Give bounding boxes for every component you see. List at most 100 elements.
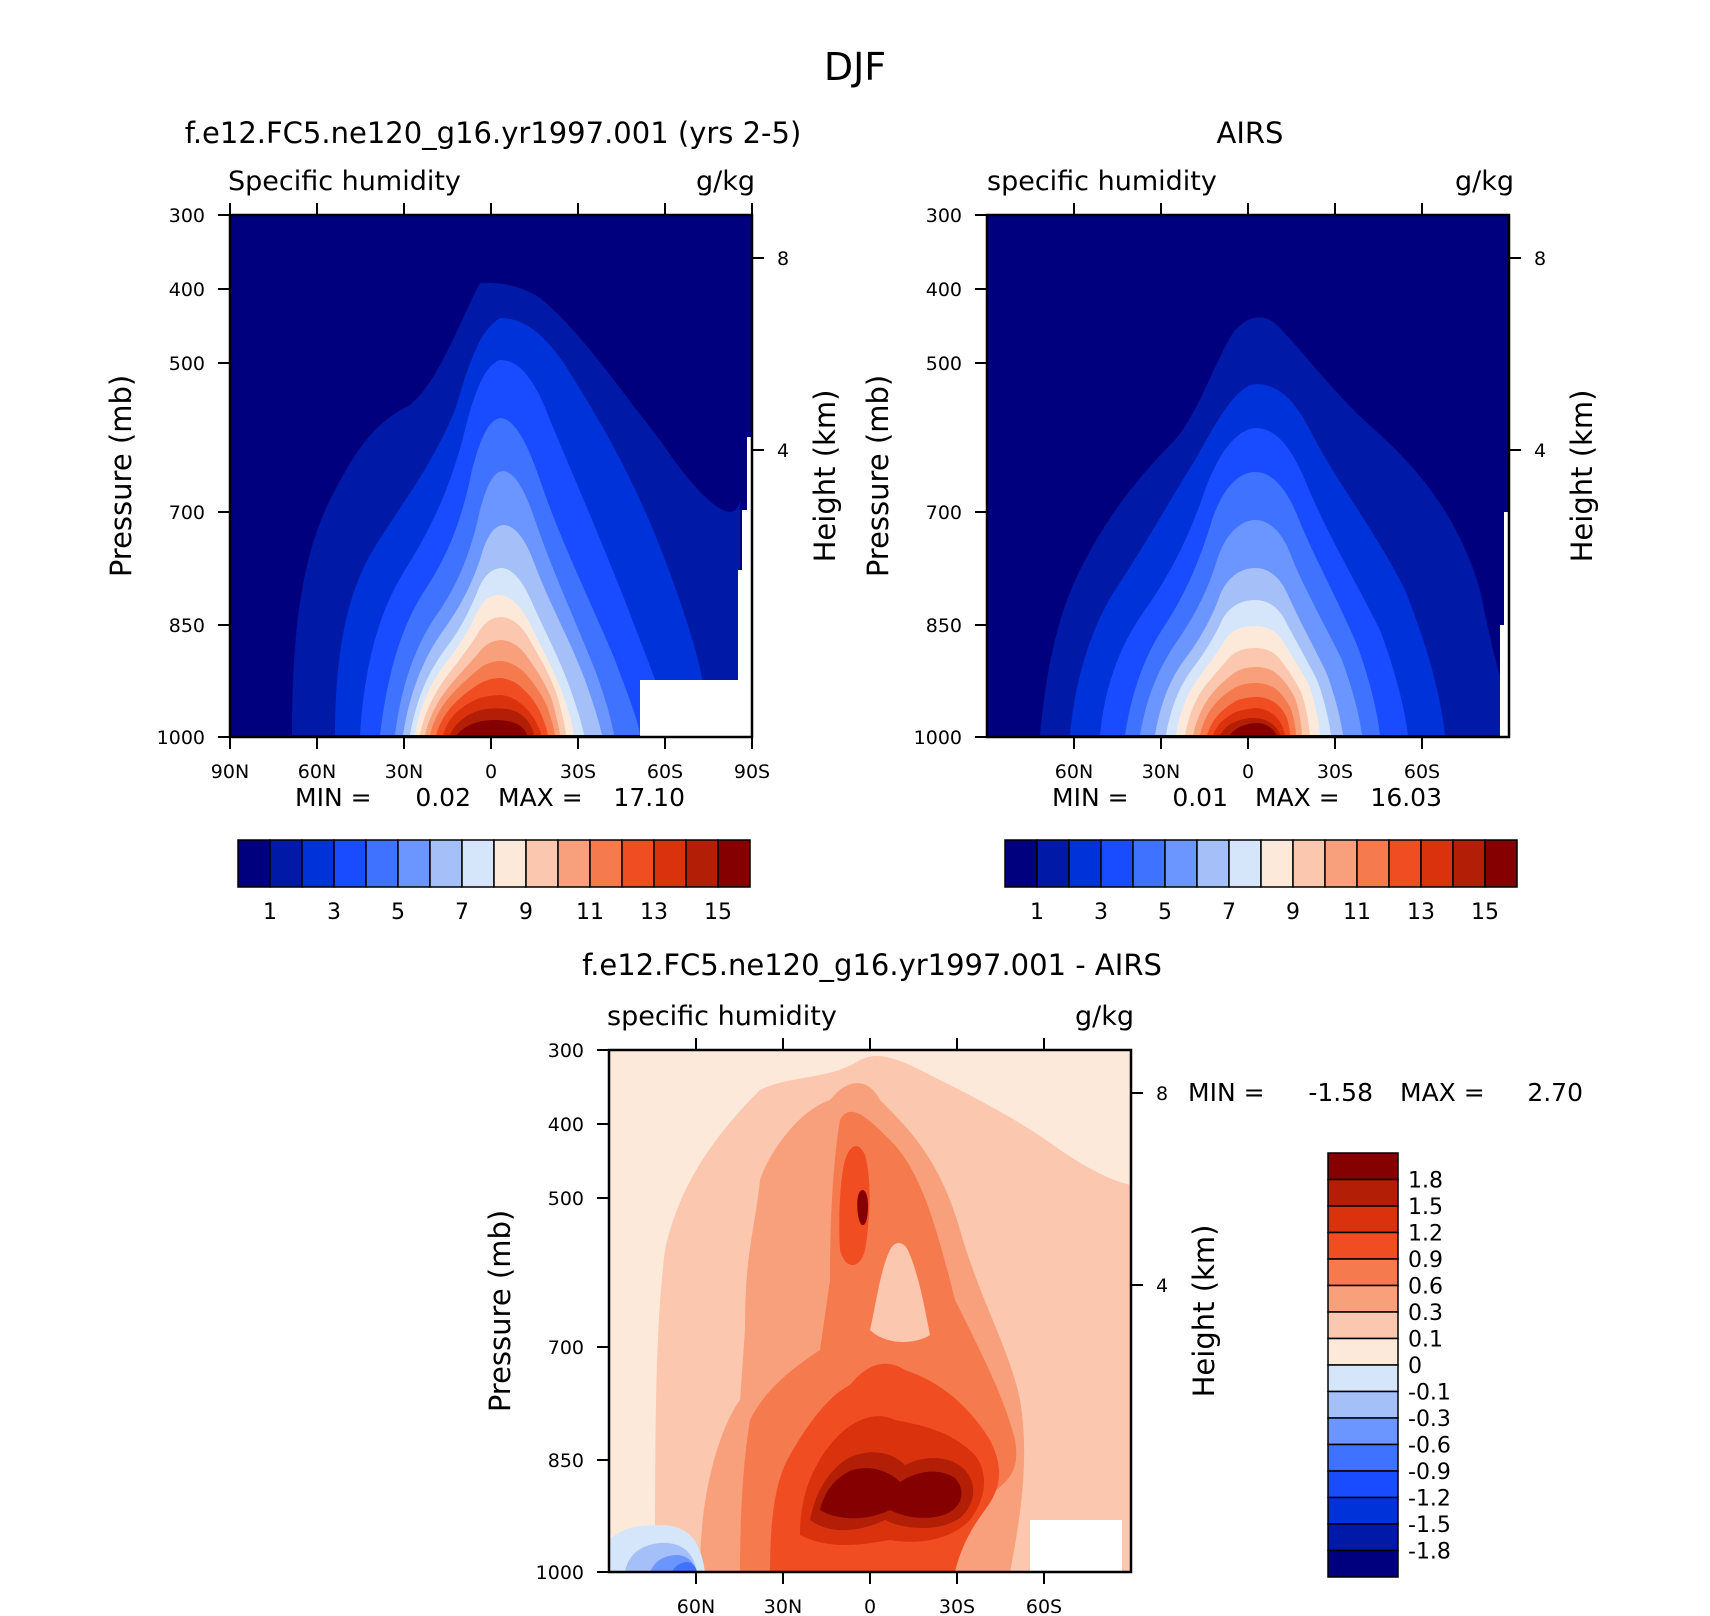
colorbar-swatch [1327, 1523, 1399, 1552]
panel-difference-ylabel: Pressure (mb) [483, 1210, 517, 1412]
colorbar-swatch [1420, 839, 1454, 888]
colorbar-swatch [493, 839, 527, 888]
panel-airs-level-16 [1230, 723, 1276, 735]
colorbar-swatch [1324, 839, 1358, 888]
panel-difference-height-label: Height (km) [1187, 1225, 1221, 1398]
y-tick-label: 500 [548, 1188, 584, 1210]
min-value: 0.01 [1172, 783, 1228, 812]
colorbar-swatch [1260, 839, 1294, 888]
colorbar-swatch [1452, 839, 1486, 888]
max-label: MAX = [1400, 1078, 1485, 1107]
y-tick-label: 850 [548, 1450, 584, 1472]
colorbar-tick-label: 0 [1408, 1354, 1422, 1379]
y-tick-label: 300 [169, 205, 205, 227]
colorbar-swatch [1327, 1390, 1399, 1419]
colorbar-tick-label: -0.1 [1408, 1381, 1451, 1406]
colorbar-tick-label: -1.5 [1408, 1513, 1451, 1538]
panel-difference-minmax: MIN = -1.58 MAX = 2.70 [1188, 1078, 1583, 1107]
y-tick-label: 400 [169, 279, 205, 301]
colorbar-swatch [1100, 839, 1134, 888]
colorbar-swatch [1004, 839, 1038, 888]
y-tick-label: 300 [548, 1040, 584, 1062]
panel-difference: f.e12.FC5.ne120_g16.yr1997.001 - AIRS sp… [483, 948, 1583, 1616]
colorbar-swatch [269, 839, 303, 888]
min-value: -1.58 [1308, 1078, 1373, 1107]
panel-model-x-ticks: 90N 60N 30N 0 30S 60S 90S [211, 761, 770, 783]
max-value: 17.10 [613, 783, 685, 812]
diff-level-max [820, 1468, 962, 1519]
colorbar-swatch [1356, 839, 1390, 888]
panel-airs-height-ticks: 8 4 [1534, 248, 1546, 462]
diff-missing-region [1030, 1520, 1122, 1572]
y-tick-label: 850 [926, 615, 962, 637]
x-tick-label: 30S [560, 761, 596, 783]
panel-model-height-label: Height (km) [808, 390, 842, 563]
colorbar-swatch [237, 839, 271, 888]
colorbar-swatch [653, 839, 687, 888]
panel-model-plot: 300 400 500 700 850 1000 8 4 90N 60N 30N… [104, 203, 842, 812]
panel-difference-height-ticks: 8 4 [1156, 1083, 1168, 1297]
colorbar-swatch [1327, 1178, 1399, 1207]
panel-model-minmax: MIN = 0.02 MAX = 17.10 [295, 783, 685, 812]
x-tick-label: 0 [485, 761, 497, 783]
colorbar-tick-label: -0.6 [1408, 1434, 1451, 1459]
min-label: MIN = [1188, 1078, 1265, 1107]
panel-difference-colorbar: 1.81.51.20.90.60.30.10-0.1-0.3-0.6-0.9-1… [1327, 1152, 1451, 1578]
panel-airs-contours [1040, 317, 1509, 737]
colorbar-swatch [1292, 839, 1326, 888]
panel-airs-title: AIRS [1217, 116, 1284, 150]
min-value: 0.02 [415, 783, 471, 812]
colorbar-tick-label: 0.6 [1408, 1275, 1443, 1300]
colorbar-swatch [557, 839, 591, 888]
panel-model-missing-region [640, 437, 752, 737]
colorbar-tick-label: -0.3 [1408, 1407, 1451, 1432]
panel-model-y-ticks: 300 400 500 700 850 1000 [157, 205, 205, 749]
colorbar-tick-label: 13 [1407, 900, 1435, 925]
y-tick-label: 700 [169, 502, 205, 524]
max-value: 2.70 [1527, 1078, 1583, 1107]
colorbar-tick-label: 1.5 [1408, 1195, 1443, 1220]
colorbar-swatch [301, 839, 335, 888]
colorbar-swatch [1327, 1284, 1399, 1313]
colorbar-swatch [1327, 1364, 1399, 1393]
colorbar-tick-label: 0.3 [1408, 1301, 1443, 1326]
colorbar-swatch [1327, 1470, 1399, 1499]
colorbar-swatch [1228, 839, 1262, 888]
height-tick-label: 8 [1534, 248, 1546, 270]
x-tick-label: 30S [939, 1596, 975, 1616]
panel-airs-missing-region [1500, 512, 1509, 737]
x-tick-label: 90N [211, 761, 249, 783]
colorbar-tick-label: 9 [519, 900, 533, 925]
x-tick-label: 60S [1026, 1596, 1062, 1616]
colorbar-swatch [1484, 839, 1518, 888]
panel-model-title: f.e12.FC5.ne120_g16.yr1997.001 (yrs 2-5) [185, 116, 802, 150]
x-tick-label: 60N [298, 761, 336, 783]
panel-difference-x-ticks: 60N 30N 0 30S 60S [677, 1596, 1062, 1616]
colorbar-swatch [397, 839, 431, 888]
y-tick-label: 300 [926, 205, 962, 227]
y-tick-label: 1000 [157, 727, 205, 749]
y-tick-label: 500 [926, 353, 962, 375]
colorbar-swatch [1164, 839, 1198, 888]
panel-model-contours [292, 282, 752, 737]
panel-model-units: g/kg [696, 166, 755, 197]
min-label: MIN = [295, 783, 372, 812]
panel-model-ylabel: Pressure (mb) [104, 375, 138, 577]
x-tick-label: 60S [1404, 761, 1440, 783]
colorbar-tick-label: 15 [704, 900, 732, 925]
panel-model-level-16 [457, 720, 527, 735]
y-tick-label: 1000 [536, 1562, 584, 1584]
panel-airs-height-label: Height (km) [1565, 390, 1599, 563]
x-tick-label: 0 [864, 1596, 876, 1616]
colorbar-tick-label: 1.8 [1408, 1169, 1443, 1194]
diff-level-1.2-upper [839, 1145, 870, 1265]
height-tick-label: 4 [1534, 440, 1546, 462]
panel-difference-y-ticks: 300 400 500 700 850 1000 [536, 1040, 584, 1584]
x-tick-label: 90S [734, 761, 770, 783]
min-label: MIN = [1052, 783, 1129, 812]
colorbar-tick-label: 7 [1222, 900, 1236, 925]
panel-model-left-label: Specific humidity [228, 166, 461, 197]
colorbar-swatch [1327, 1258, 1399, 1287]
diff-level-neg-0.9 [672, 1562, 697, 1572]
